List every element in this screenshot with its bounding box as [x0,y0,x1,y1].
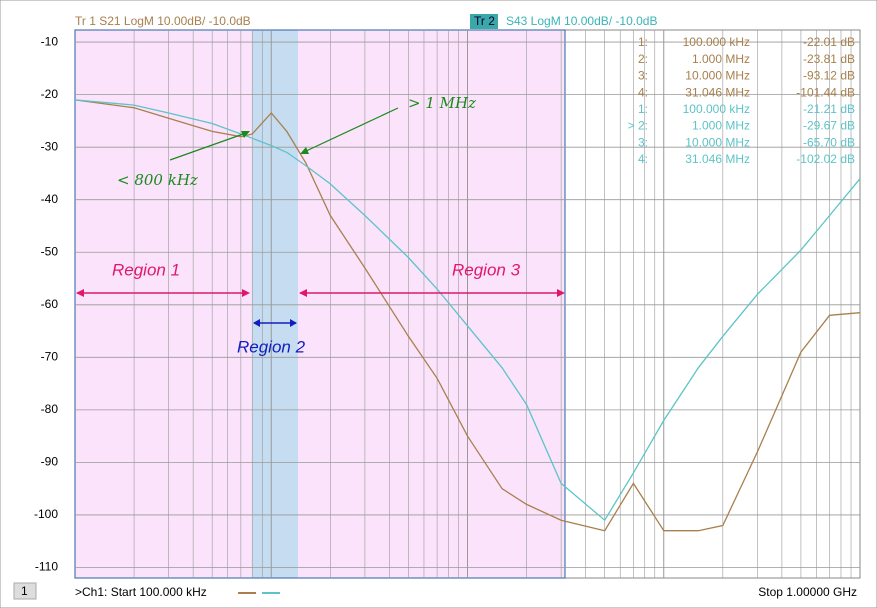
channel-number: 1 [21,584,28,598]
marker-id: 1: [638,102,648,116]
trace-line [74,99,861,532]
marker-value: -101.44 dB [796,85,855,99]
marker-table: 1: 100.000 kHz -22.01 dB 2: 1.000 MHz -23.81 … [628,35,855,166]
trace2-tag-bg [470,14,498,29]
marker-value: -102.02 dB [796,152,855,166]
trace1-header: Tr 1 S21 LogM 10.00dB/ -10.0dB [75,14,251,28]
marker-freq: 100.000 kHz [683,35,750,49]
marker-freq: 31.046 MHz [685,152,750,166]
trace2-tag: Tr 2 [474,14,495,28]
y-tick-label: -30 [41,139,59,153]
marker-freq: 1.000 MHz [692,52,750,66]
y-tick-label: -100 [34,507,58,521]
y-tick-label: -20 [41,87,59,101]
marker-value: -65.70 dB [803,135,855,149]
annotation-arrow [303,107,399,153]
region-1-shade [75,30,252,578]
channel-box [13,582,37,600]
stop-label: Stop 1.00000 GHz [758,585,857,599]
region-3-shade [298,30,565,578]
marker-freq: 100.000 kHz [683,102,750,116]
marker-id: 3: [638,135,648,149]
trace2-header: S43 LogM 10.00dB/ -10.0dB [506,14,657,28]
marker-freq: 31.046 MHz [685,85,750,99]
marker-id: > 2: [628,119,648,133]
arrowhead [557,289,565,297]
marker-id: 4: [638,152,648,166]
marker-id: 2: [638,52,648,66]
arrowhead [299,289,307,297]
marker-id: 1: [638,35,648,49]
marker-value: -29.67 dB [803,119,855,133]
start-label: >Ch1: Start 100.000 kHz [75,585,207,599]
marker-value: -22.01 dB [803,35,855,49]
annotation-arrow [169,132,247,161]
arrowhead [242,289,250,297]
annotation: > 1 MHz [408,94,476,112]
marker-value: -93.12 dB [803,69,855,83]
arrowhead [290,319,297,327]
region-label: Region 3 [452,260,521,279]
y-tick-label: -40 [41,192,59,206]
arrowhead [76,289,84,297]
region-label: Region 2 [237,337,306,356]
region-label: Region 1 [112,260,180,279]
marker-freq: 10.000 MHz [685,135,750,149]
marker-value: -21.21 dB [803,102,855,116]
arrowhead [300,147,309,154]
marker-value: -23.81 dB [803,52,855,66]
marker-freq: 1.000 MHz [692,119,750,133]
annotation: < 800 kHz [117,171,198,189]
y-tick-label: -70 [41,350,59,364]
arrowhead [253,319,260,327]
y-tick-label: -80 [41,402,59,416]
marker-id: 3: [638,69,648,83]
marker-freq: 10.000 MHz [685,69,750,83]
grid [75,30,860,578]
region-2-shade [252,30,298,578]
y-tick-label: -90 [41,455,59,469]
y-tick-label: -60 [41,297,59,311]
arrowhead [241,131,250,138]
marker-id: 4: [638,85,648,99]
y-tick-label: -10 [41,34,59,48]
region-outline [74,29,566,579]
y-tick-label: -110 [35,560,58,574]
y-tick-label: -50 [41,244,59,258]
